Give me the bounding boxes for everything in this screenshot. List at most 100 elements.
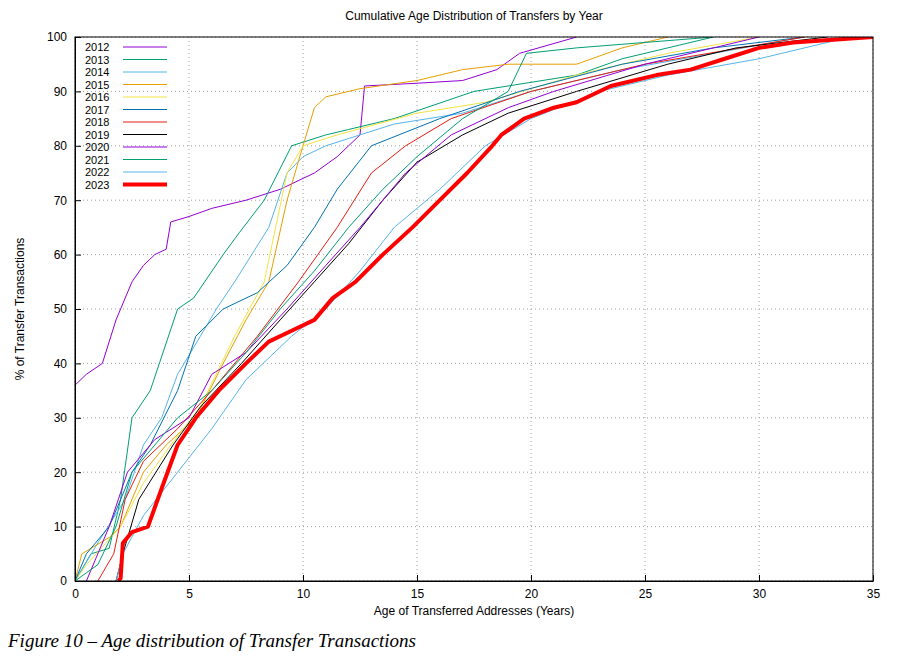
grid-line [75, 472, 873, 473]
tick-label: 25 [639, 587, 653, 601]
legend-item: 2017 [85, 104, 167, 116]
legend-label: 2023 [85, 179, 109, 191]
tick-mark [75, 418, 81, 419]
tick-label: 20 [54, 466, 68, 480]
series-line [118, 37, 873, 581]
legend-swatch [123, 97, 167, 98]
series-line [75, 37, 805, 581]
tick-label: 15 [411, 587, 425, 601]
legend-item: 2018 [85, 116, 167, 128]
tick-mark [873, 575, 874, 581]
grid-line [417, 37, 418, 581]
tick: 15 [411, 575, 425, 601]
tick-label: 0 [60, 574, 67, 588]
tick: 20 [525, 575, 539, 601]
legend-label: 2016 [85, 91, 109, 103]
tick-mark [75, 146, 81, 147]
legend-swatch [123, 47, 167, 48]
legend-label: 2015 [85, 79, 109, 91]
series-line [75, 37, 668, 581]
plot-area [75, 37, 873, 581]
tick-mark [75, 363, 81, 364]
tick-label: 50 [54, 302, 68, 316]
legend-label: 2021 [85, 154, 109, 166]
tick-label: 60 [54, 248, 68, 262]
tick-mark [189, 575, 190, 581]
legend-item: 2016 [85, 91, 167, 103]
grid-line [75, 309, 873, 310]
legend-swatch [123, 172, 167, 173]
tick-label: 20 [525, 587, 539, 601]
chart-title: Cumulative Age Distribution of Transfers… [345, 9, 602, 23]
legend-label: 2014 [85, 66, 109, 78]
legend-item: 2012 [85, 41, 167, 53]
tick-label: 30 [753, 587, 767, 601]
grid-line [645, 37, 646, 581]
series-line [98, 37, 805, 581]
legend-item: 2020 [85, 141, 167, 153]
legend-swatch [123, 134, 167, 135]
tick: 35 [867, 575, 881, 601]
legend-label: 2013 [85, 54, 109, 66]
legend-swatch [123, 159, 167, 160]
legend-swatch [123, 109, 167, 110]
tick: 25 [639, 575, 653, 601]
legend-item: 2023 [85, 179, 167, 191]
chart: 0 5 10 15 20 25 30 35 0 10 20 30 40 50 60 70 80 90 100 Cumu… [0, 0, 900, 659]
axis-line [76, 581, 874, 582]
tick-label: 70 [54, 194, 68, 208]
tick: 100 [47, 30, 81, 44]
tick: 80 [54, 139, 81, 153]
legend-swatch [123, 183, 167, 187]
tick-label: 0 [72, 587, 79, 601]
grid-line [75, 254, 873, 255]
background [0, 0, 900, 659]
tick: 40 [54, 357, 81, 371]
legend-item: 2013 [85, 54, 167, 66]
legend-item: 2015 [85, 79, 167, 91]
grid-line [189, 37, 190, 581]
legend-label: 2018 [85, 116, 109, 128]
tick: 30 [753, 575, 767, 601]
legend-label: 2020 [85, 141, 109, 153]
tick-mark [759, 575, 760, 581]
legend-item: 2021 [85, 154, 167, 166]
series-line [75, 37, 713, 581]
legend-swatch [123, 59, 167, 60]
tick-label: 100 [47, 30, 67, 44]
tick-mark [531, 575, 532, 581]
series-line [75, 37, 805, 581]
tick-mark [75, 527, 81, 528]
tick: 20 [54, 466, 81, 480]
legend-item: 2014 [85, 66, 167, 78]
series-line [116, 37, 850, 581]
tick-mark [417, 575, 418, 581]
tick: 0 [60, 574, 81, 588]
tick: 10 [54, 520, 81, 534]
legend-label: 2022 [85, 166, 109, 178]
tick: 90 [54, 85, 81, 99]
legend-label: 2012 [85, 41, 109, 53]
caption: Figure 10 – Age distribution of Transfer… [7, 630, 416, 651]
legend-swatch [123, 147, 167, 148]
tick-mark [75, 91, 81, 92]
tick: 30 [54, 411, 81, 425]
tick: 5 [186, 575, 193, 601]
series-line [86, 37, 759, 581]
grid-line [75, 526, 873, 527]
legend-label: 2017 [85, 104, 109, 116]
grid-line [75, 200, 873, 201]
series-line [75, 37, 759, 581]
tick-mark [75, 200, 81, 201]
tick-label: 80 [54, 139, 68, 153]
tick-mark [75, 37, 81, 38]
tick-label: 10 [54, 520, 68, 534]
legend-swatch [123, 72, 167, 73]
grid-line [75, 363, 873, 364]
tick: 70 [54, 194, 81, 208]
tick: 10 [297, 575, 311, 601]
x-axis-title: Age of Transferred Addresses (Years) [374, 604, 574, 618]
tick-label: 35 [867, 587, 881, 601]
tick-mark [75, 472, 81, 473]
tick: 60 [54, 248, 81, 262]
